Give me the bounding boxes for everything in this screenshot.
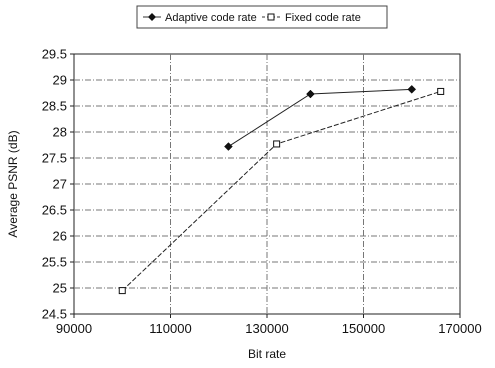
y-tick-label: 29 (53, 73, 67, 88)
legend-label-adaptive: Adaptive code rate (165, 12, 257, 24)
legend-label-fixed: Fixed code rate (285, 12, 361, 24)
y-tick-label: 29.5 (42, 47, 67, 62)
data-point-fixed (118, 287, 126, 295)
x-tick-label: 90000 (56, 321, 92, 336)
data-point-adaptive (224, 142, 233, 151)
series-layer (118, 85, 445, 295)
legend-marker-square (267, 13, 275, 21)
y-tick-label: 25.5 (42, 255, 67, 270)
y-tick-label: 28.5 (42, 99, 67, 114)
legend: Adaptive code rate Fixed code rate (136, 5, 388, 29)
x-tick-label: 150000 (342, 321, 385, 336)
y-tick-label: 26 (53, 229, 67, 244)
x-tick-label: 110000 (149, 321, 191, 336)
plot-area: 24.5 25 25.5 26 26.5 27 27.5 28 28.5 29 29.5 90000 1… (42, 47, 482, 337)
grid-lines (74, 54, 460, 314)
tick-labels: 24.5 25 25.5 26 26.5 27 27.5 28 28.5 29 29.5 90000 1… (42, 47, 482, 337)
y-tick-label: 27 (53, 177, 67, 192)
y-tick-label: 24.5 (42, 307, 67, 322)
x-tick-label: 130000 (245, 321, 288, 336)
legend-item-adaptive: Adaptive code rate (143, 12, 257, 24)
y-tick-label: 27.5 (42, 151, 67, 166)
legend-item-fixed: Fixed code rate (262, 12, 361, 24)
data-point-adaptive (306, 89, 315, 99)
data-point-fixed (273, 140, 281, 148)
y-axis-title: Average PSNR (dB) (6, 130, 20, 237)
x-tick-label: 170000 (438, 321, 481, 336)
legend-marker-diamond (148, 13, 156, 21)
y-tick-label: 26.5 (42, 203, 67, 218)
y-tick-label: 28 (53, 125, 67, 140)
y-tick-label: 25 (53, 281, 67, 296)
data-point-adaptive (407, 85, 417, 94)
x-axis-title: Bit rate (248, 347, 286, 361)
data-point-fixed (437, 87, 445, 95)
